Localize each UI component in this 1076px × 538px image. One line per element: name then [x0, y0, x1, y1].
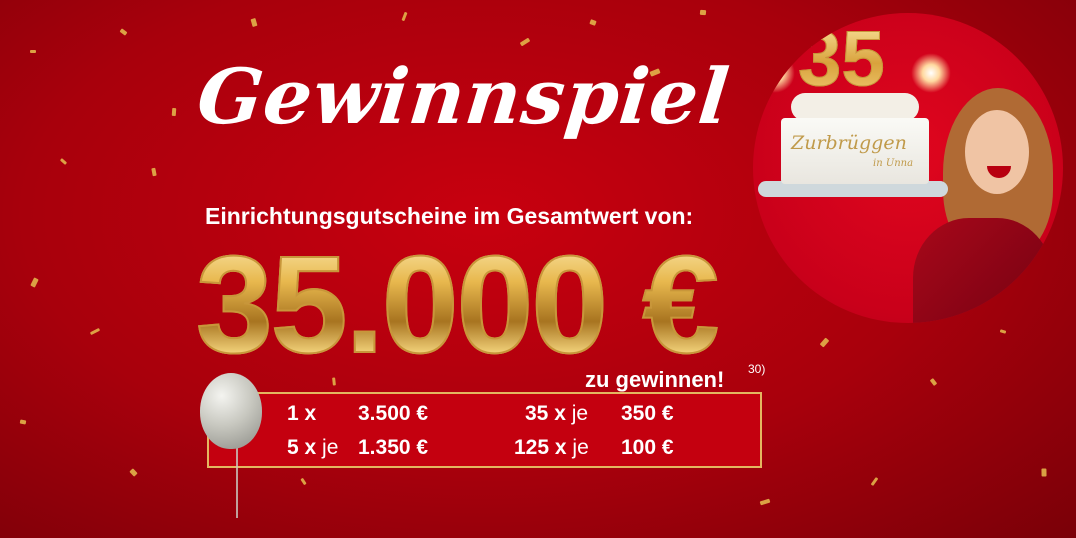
prize-row: 1 x	[287, 402, 316, 426]
number-balloons: 35	[798, 14, 886, 103]
win-text: zu gewinnen!	[585, 367, 725, 392]
cake-cream	[791, 93, 919, 121]
prize-box: 1 x 3.500 € 5 x je 1.350 € 35 x je 350 €…	[207, 392, 762, 468]
confetti-piece	[30, 50, 36, 53]
celebration-photo: 35 Zurbrüggen in Unna	[753, 13, 1063, 323]
confetti-piece	[129, 468, 138, 477]
prize-count: 35 x	[525, 402, 566, 425]
sparkler-icon	[755, 53, 795, 93]
sparkler-icon	[911, 53, 951, 93]
confetti-piece	[759, 498, 771, 506]
confetti-piece	[999, 329, 1007, 334]
title: Gewinnspiel	[193, 52, 734, 141]
confetti-piece	[119, 28, 128, 36]
confetti-piece	[89, 327, 101, 336]
confetti-piece	[1041, 468, 1047, 477]
je-label: je	[322, 436, 339, 459]
confetti-piece	[19, 419, 27, 425]
smile	[987, 166, 1011, 178]
balloon-string	[236, 448, 238, 518]
confetti-piece	[171, 107, 177, 117]
cake-plate	[758, 181, 948, 197]
confetti-piece	[300, 477, 307, 486]
prize-value-text: 1.350 €	[358, 436, 429, 459]
prize-count: 125 x	[514, 436, 567, 459]
confetti-piece	[929, 378, 938, 386]
je-label: je	[571, 402, 589, 425]
confetti-piece	[250, 17, 258, 28]
confetti-piece	[59, 158, 68, 165]
prize-count: 5 x	[287, 436, 317, 459]
prize-row: 35 x je	[525, 402, 588, 426]
footnote: 30)	[748, 362, 766, 376]
prize-value-text: 3.500 €	[358, 402, 429, 425]
prize-value-text: 350 €	[621, 402, 674, 425]
confetti-piece	[699, 9, 707, 16]
prize-value: 3.500 €	[358, 402, 428, 426]
subtitle: Einrichtungsgutscheine im Gesamtwert von…	[205, 203, 694, 229]
confetti-piece	[401, 11, 408, 22]
balloon-icon	[200, 373, 262, 449]
confetti-piece	[519, 37, 531, 47]
confetti-piece	[30, 277, 39, 288]
cake: Zurbrüggen in Unna	[781, 118, 929, 184]
cake-text: Zurbrüggen	[791, 132, 907, 154]
je-label: je	[572, 436, 589, 459]
prize-row: 125 x je	[514, 436, 589, 460]
confetti-piece	[819, 337, 830, 348]
prize-value: 1.350 €	[358, 436, 428, 460]
woman-figure	[903, 88, 1053, 323]
prize-total: 35.000 €	[195, 226, 720, 385]
prize-value: 100 €	[621, 436, 674, 460]
confetti-piece	[870, 476, 879, 487]
prize-count: 1 x	[287, 402, 317, 425]
prize-value-text: 100 €	[621, 436, 674, 459]
dress	[913, 218, 1053, 323]
prize-value: 350 €	[621, 402, 674, 426]
cake-subtext: in Unna	[873, 158, 914, 169]
confetti-piece	[151, 167, 157, 177]
face	[965, 110, 1029, 194]
confetti-piece	[589, 19, 597, 26]
prize-row: 5 x je	[287, 436, 338, 460]
